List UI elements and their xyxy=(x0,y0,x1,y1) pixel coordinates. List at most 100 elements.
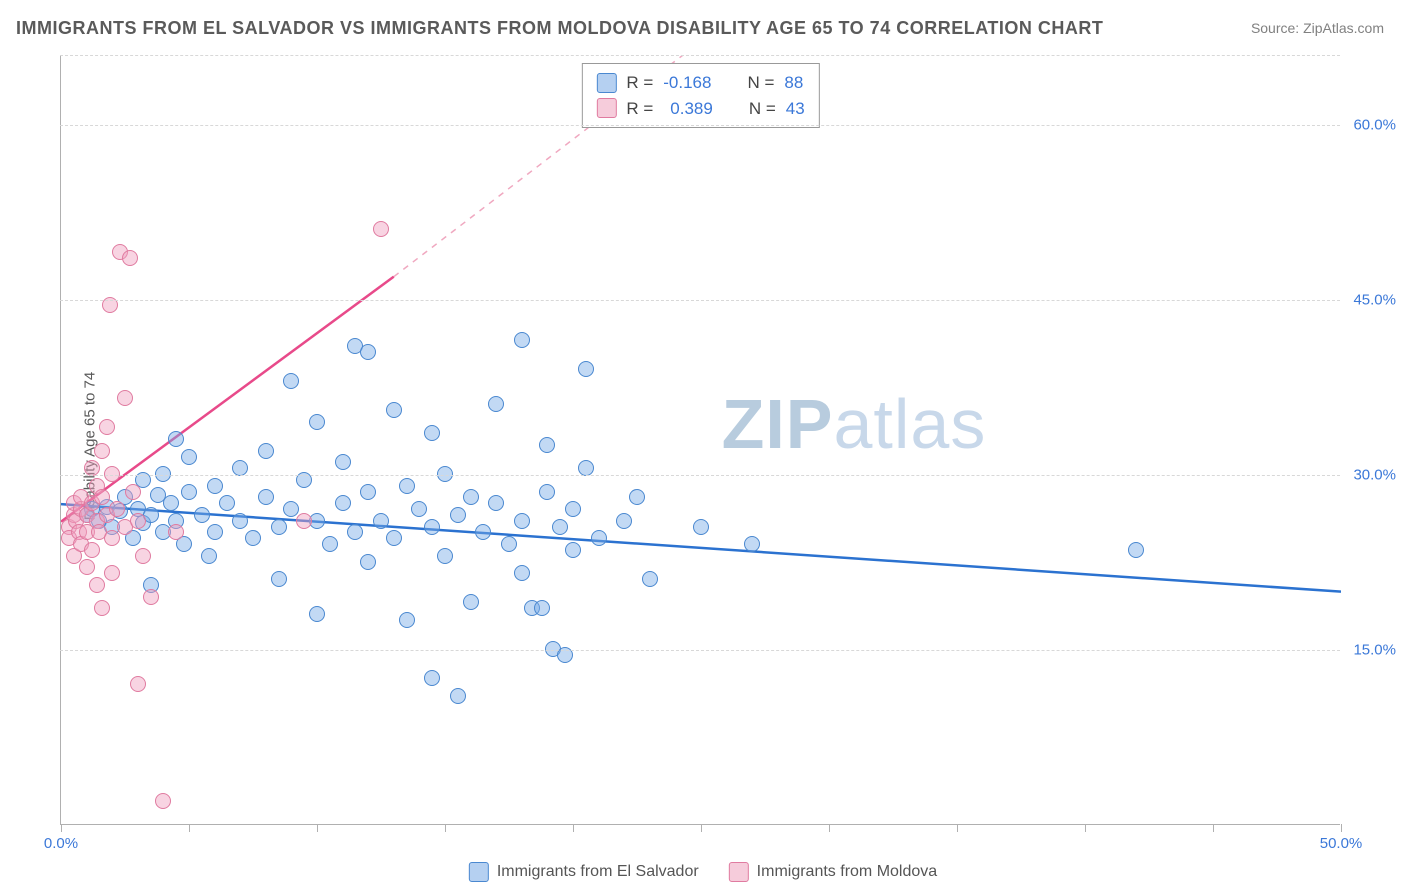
data-point xyxy=(386,402,402,418)
x-tick xyxy=(61,824,62,832)
data-point xyxy=(283,501,299,517)
gridline-h xyxy=(60,300,1340,301)
legend-label-pink: Immigrants from Moldova xyxy=(757,863,938,881)
data-point xyxy=(347,524,363,540)
swatch-blue-icon xyxy=(596,73,616,93)
watermark-light: atlas xyxy=(833,385,986,463)
data-point xyxy=(104,466,120,482)
stat-r-pink: 0.389 xyxy=(670,96,713,122)
regression-line xyxy=(61,504,1341,592)
gridline-h xyxy=(60,125,1340,126)
chart-plot-area: ZIPatlas R = -0.168 N = 88 R = 0.389 N =… xyxy=(60,55,1340,825)
stat-n-blue: 88 xyxy=(784,70,803,96)
data-point xyxy=(84,460,100,476)
data-point xyxy=(552,519,568,535)
data-point xyxy=(744,536,760,552)
data-point xyxy=(109,501,125,517)
data-point xyxy=(104,565,120,581)
legend-item-blue: Immigrants from El Salvador xyxy=(469,862,699,882)
watermark: ZIPatlas xyxy=(722,384,987,464)
data-point xyxy=(501,536,517,552)
data-point xyxy=(155,466,171,482)
legend-item-pink: Immigrants from Moldova xyxy=(729,862,938,882)
stat-r-label: R = xyxy=(626,96,653,122)
data-point xyxy=(143,589,159,605)
data-point xyxy=(539,484,555,500)
data-point xyxy=(125,484,141,500)
data-point xyxy=(207,478,223,494)
data-point xyxy=(271,519,287,535)
swatch-pink-icon xyxy=(729,862,749,882)
data-point xyxy=(565,501,581,517)
data-point xyxy=(117,390,133,406)
watermark-bold: ZIP xyxy=(722,385,834,463)
data-point xyxy=(163,495,179,511)
data-point xyxy=(155,793,171,809)
data-point xyxy=(411,501,427,517)
stat-r-label: R = xyxy=(626,70,653,96)
data-point xyxy=(450,507,466,523)
data-point xyxy=(424,425,440,441)
data-point xyxy=(309,606,325,622)
swatch-pink-icon xyxy=(596,98,616,118)
y-tick-label: 30.0% xyxy=(1353,467,1396,484)
data-point xyxy=(629,489,645,505)
x-tick xyxy=(1085,824,1086,832)
stats-row-pink: R = 0.389 N = 43 xyxy=(596,96,804,122)
swatch-blue-icon xyxy=(469,862,489,882)
data-point xyxy=(578,361,594,377)
x-tick xyxy=(189,824,190,832)
stats-row-blue: R = -0.168 N = 88 xyxy=(596,70,804,96)
stat-n-label: N = xyxy=(749,96,776,122)
data-point xyxy=(194,507,210,523)
data-point xyxy=(424,519,440,535)
data-point xyxy=(271,571,287,587)
data-point xyxy=(130,676,146,692)
data-point xyxy=(201,548,217,564)
bottom-legend: Immigrants from El Salvador Immigrants f… xyxy=(469,862,937,882)
x-tick xyxy=(1341,824,1342,832)
data-point xyxy=(258,489,274,505)
stat-r-blue: -0.168 xyxy=(663,70,711,96)
data-point xyxy=(219,495,235,511)
x-tick-label: 0.0% xyxy=(44,835,78,852)
data-point xyxy=(168,431,184,447)
data-point xyxy=(181,484,197,500)
data-point xyxy=(84,542,100,558)
data-point xyxy=(309,414,325,430)
y-tick-label: 60.0% xyxy=(1353,117,1396,134)
x-tick xyxy=(317,824,318,832)
data-point xyxy=(360,344,376,360)
gridline-h xyxy=(60,55,1340,56)
data-point xyxy=(693,519,709,535)
data-point xyxy=(1128,542,1144,558)
data-point xyxy=(94,443,110,459)
data-point xyxy=(335,454,351,470)
data-point xyxy=(399,612,415,628)
regression-lines-svg xyxy=(61,55,1341,825)
data-point xyxy=(565,542,581,558)
x-tick xyxy=(445,824,446,832)
stats-box: R = -0.168 N = 88 R = 0.389 N = 43 xyxy=(581,63,819,128)
data-point xyxy=(335,495,351,511)
data-point xyxy=(386,530,402,546)
data-point xyxy=(475,524,491,540)
data-point xyxy=(207,524,223,540)
data-point xyxy=(437,548,453,564)
x-tick xyxy=(1213,824,1214,832)
x-tick xyxy=(573,824,574,832)
x-tick xyxy=(701,824,702,832)
data-point xyxy=(94,489,110,505)
data-point xyxy=(463,489,479,505)
regression-line xyxy=(61,277,394,522)
data-point xyxy=(94,600,110,616)
data-point xyxy=(122,250,138,266)
x-tick xyxy=(957,824,958,832)
data-point xyxy=(168,524,184,540)
data-point xyxy=(360,554,376,570)
data-point xyxy=(232,460,248,476)
data-point xyxy=(514,332,530,348)
gridline-h xyxy=(60,650,1340,651)
data-point xyxy=(514,565,530,581)
data-point xyxy=(79,559,95,575)
